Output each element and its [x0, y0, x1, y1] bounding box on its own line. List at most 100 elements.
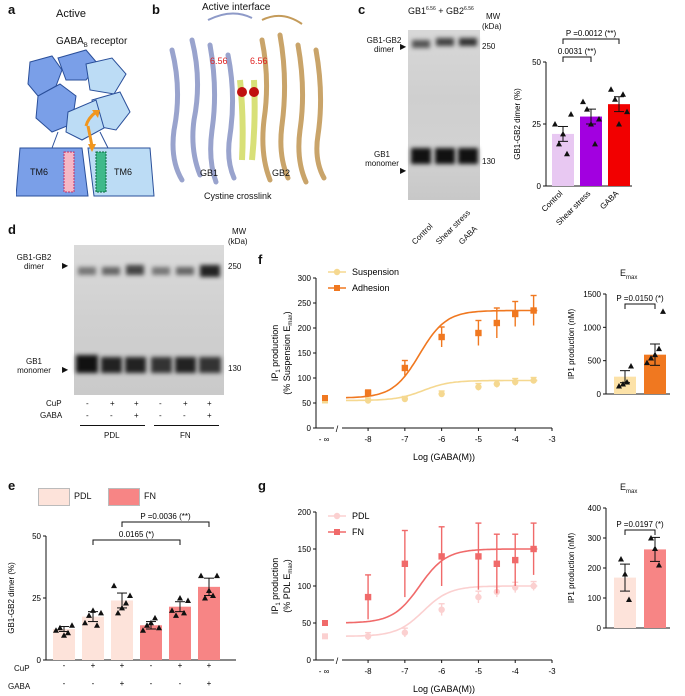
d-dimer-band-3: [126, 265, 144, 275]
mw-130-marker: 130: [482, 157, 496, 166]
y-tick-label: 100: [298, 582, 312, 591]
y-axis-label: IP1 production: [270, 325, 282, 381]
data-point: [616, 383, 622, 389]
panel-label-f: f: [258, 252, 263, 267]
panel-d-blot-block: MW (kDa) GB1-GB2 dimer ▶ 250 GB1 monomer ▶…: [0, 225, 260, 475]
x-tick-label: -8: [365, 667, 373, 676]
data-point-fn: [530, 545, 537, 553]
row-label-gaba-e: GABA: [8, 682, 31, 691]
fit-curve-pdl: [345, 585, 538, 637]
bar-4: [140, 625, 162, 660]
y-tick-label: 150: [298, 545, 312, 554]
data-point-pdl: [475, 593, 482, 601]
lane-label-gaba: GABA: [457, 224, 480, 247]
data-point: [596, 116, 602, 122]
legend-marker-pdl: [333, 512, 341, 520]
data-point: [144, 622, 150, 628]
data-point: [622, 571, 628, 577]
y-tick-label: 200: [588, 564, 602, 573]
sig-1-bracket: [121, 521, 210, 527]
d-dimer-band-1: [78, 267, 96, 275]
panel-label-a: a: [8, 2, 16, 17]
d-monomer-band-1: [76, 355, 98, 373]
gb1-structure-label: GB1: [200, 168, 219, 178]
panel-g-emax-bar-chart: 0 100 200 300 400 IP1 production (nM) P =0.019…: [567, 504, 670, 633]
data-point: [556, 140, 562, 147]
cystine-crosslink-caption: Cystine crosslink: [204, 191, 272, 201]
fit-curve-adhesion: [345, 309, 538, 399]
data-point: [626, 596, 632, 602]
x-tick-label: -7: [401, 667, 409, 676]
data-point: [592, 140, 598, 147]
data-point: [127, 592, 133, 599]
data-point: [82, 619, 88, 626]
x-tick-label: -6: [438, 435, 446, 444]
data-point: [608, 86, 614, 92]
d-monomer-band-4: [151, 357, 172, 373]
data-point: [115, 609, 121, 616]
y-tick-label: 100: [298, 374, 312, 383]
panel-d-blot-image: [74, 245, 224, 395]
legend-label-suspension: Suspension: [352, 267, 399, 277]
y-axis-label: GB1-GB2 dimer (%): [7, 562, 16, 634]
mw-label: MW: [486, 12, 501, 21]
legend-marker-fn: [334, 529, 340, 535]
monomer-arrow: ▶: [400, 166, 407, 175]
data-point-fn: [438, 553, 445, 560]
construct-header: GB16.56 + GB26.56: [408, 6, 474, 16]
data-point: [119, 604, 125, 611]
mw-unit: (kDa): [482, 22, 502, 31]
data-point-adhesion: [512, 310, 519, 318]
y-axis-label: GB1-GB2 dimer (%): [513, 88, 522, 160]
data-point-adhesion: [475, 329, 482, 337]
dimer-arrow-d: ▶: [62, 261, 69, 270]
fit-curve-suspension: [346, 379, 538, 402]
y-tick-label: 100: [588, 594, 602, 603]
basal-point-adhesion: [322, 395, 328, 401]
data-point: [152, 614, 158, 621]
gaba-sign: -: [150, 679, 153, 688]
cup-sign-1: -: [86, 399, 89, 408]
y-tick-label: 1500: [583, 290, 601, 299]
data-point-suspension: [401, 395, 409, 403]
data-point: [65, 629, 71, 636]
legend-label-fn: FN: [352, 527, 364, 537]
x-tick-label: -4: [512, 435, 520, 444]
sig-0-label: 0.0031 (**): [558, 47, 597, 56]
receptor-label: GABAB receptor: [56, 36, 128, 49]
cup-sign: -: [63, 661, 66, 670]
basal-point-fn: [322, 620, 328, 626]
bar-2: [644, 549, 666, 628]
dimer-band-control: [412, 40, 430, 48]
sig-0-label: P =0.0197 (*): [616, 520, 664, 529]
data-point: [580, 98, 586, 105]
data-point: [156, 624, 162, 631]
sig-0-label: P =0.0150 (*): [616, 294, 664, 303]
bar-1: [614, 577, 636, 628]
data-point: [177, 595, 183, 601]
tm6-right-label: TM6: [114, 167, 132, 177]
data-point-fn: [493, 560, 501, 567]
d-dimer-band-2: [102, 267, 120, 275]
y-tick-label: 250: [298, 299, 312, 308]
gb1-gb2-helix-model: [169, 12, 327, 185]
y-tick-label: 0: [37, 656, 42, 665]
row-label-gaba-d: GABA: [40, 411, 63, 420]
panel-c-blot-block: GB16.56 + GB26.56 MW (kDa) GB1-GB2 dimer …: [360, 0, 502, 250]
dimer-label: GB1-GB2 dimer: [366, 36, 402, 54]
y-tick-label: 50: [302, 399, 311, 408]
row-label-cup-d: CuP: [46, 399, 62, 408]
cup-sign: +: [178, 661, 183, 670]
cup-sign: +: [207, 661, 212, 670]
data-point: [140, 627, 146, 633]
legend-label-fn: FN: [144, 491, 156, 501]
x-tick-label: -5: [475, 667, 483, 676]
cup-sign: +: [91, 661, 96, 670]
y-tick-label: 200: [298, 508, 312, 517]
panel-a-schematic: Active GABAB receptor TM6 TM6: [16, 0, 156, 210]
legend-swatch-pdl: [38, 488, 70, 506]
dimer-arrow: ▶: [400, 42, 407, 51]
y-tick-label: 0: [597, 624, 602, 633]
data-point: [210, 592, 216, 599]
x-tick-label: -4: [512, 667, 520, 676]
